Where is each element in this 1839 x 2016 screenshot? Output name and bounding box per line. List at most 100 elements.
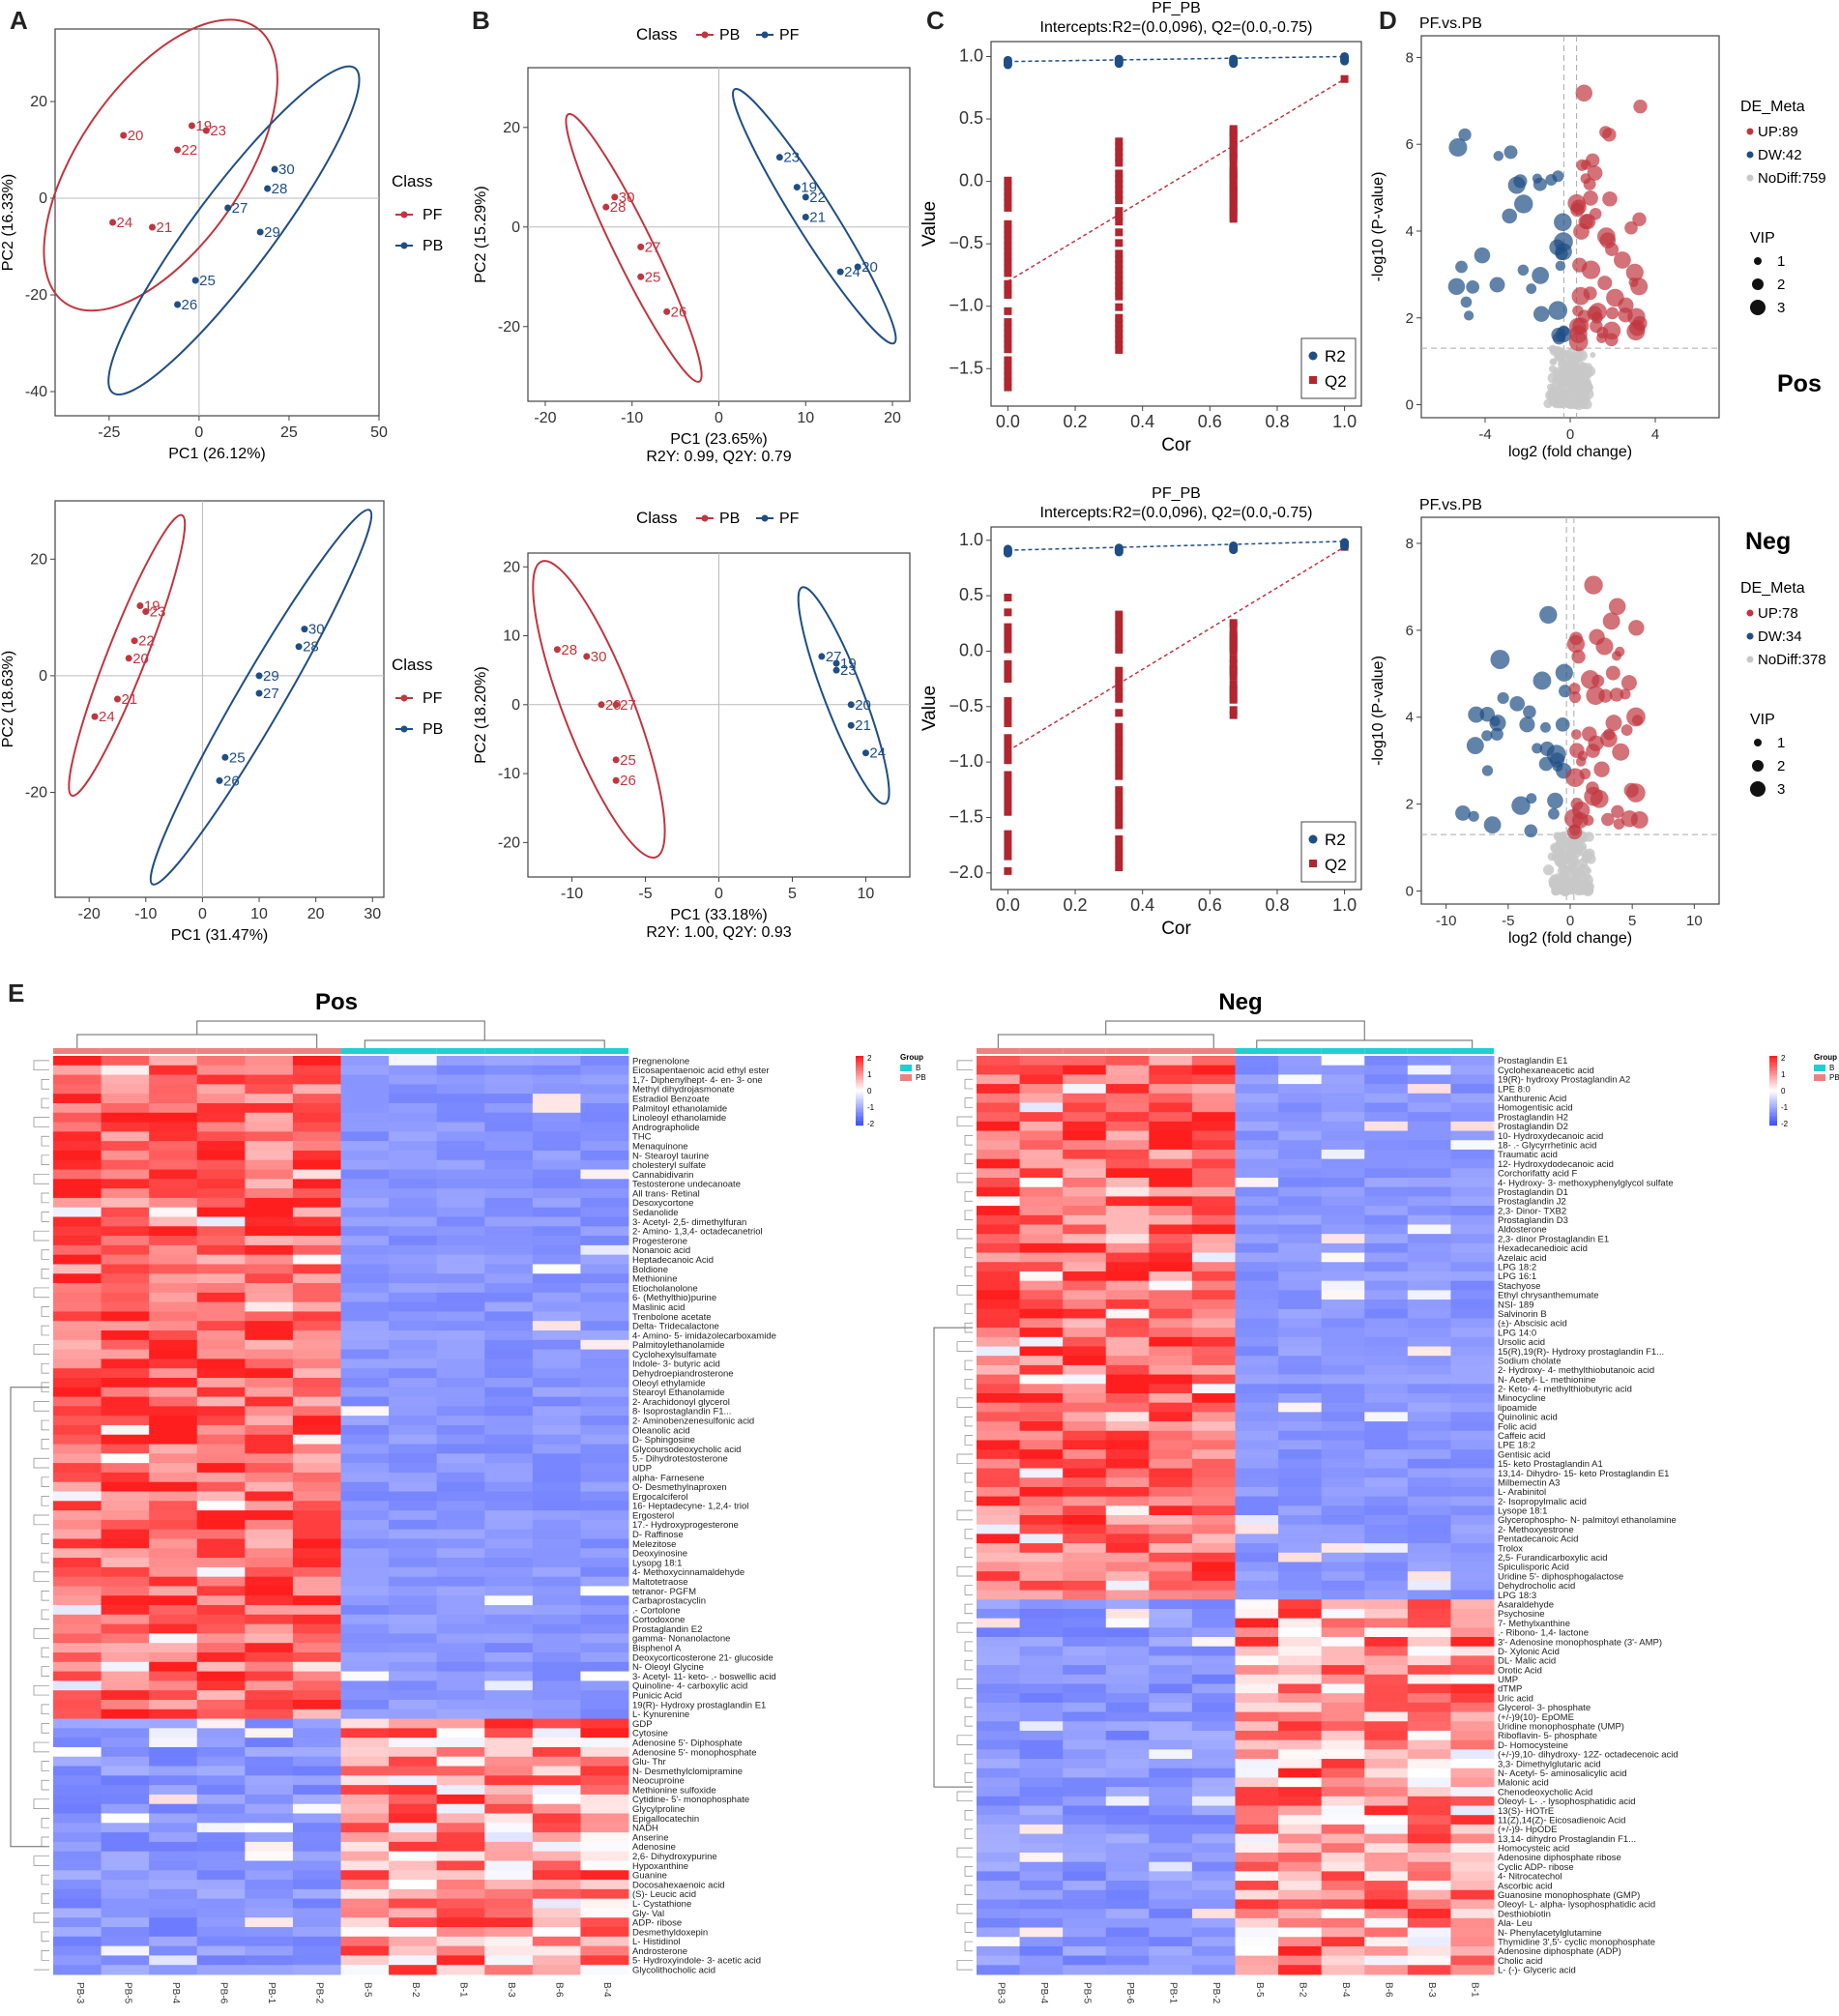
x-tick-label: 0 bbox=[198, 906, 207, 922]
heatmap-cell bbox=[149, 1481, 198, 1493]
heatmap-cell bbox=[1019, 1665, 1064, 1676]
heatmap-cell bbox=[292, 1538, 341, 1549]
heatmap-cell bbox=[292, 1264, 341, 1274]
row-label: Desoxycortone bbox=[632, 1198, 693, 1209]
heatmap-cell bbox=[1450, 1130, 1495, 1141]
heatmap-cell bbox=[484, 1605, 534, 1616]
row-dendrogram bbox=[41, 1761, 49, 1771]
color-key bbox=[856, 1109, 863, 1112]
heatmap-cell bbox=[1149, 1805, 1193, 1816]
row-dendrogram bbox=[956, 1228, 973, 1240]
heatmap-cell bbox=[532, 1785, 581, 1796]
up-point bbox=[1611, 804, 1624, 819]
heatmap-cell bbox=[436, 1169, 485, 1180]
heatmap-cell bbox=[1407, 1768, 1451, 1778]
heatmap-cell bbox=[149, 1898, 198, 1909]
heatmap-cell bbox=[532, 1605, 581, 1616]
row-label: Adenosine diphosphate (ADP) bbox=[1498, 1946, 1621, 1957]
heatmap-cell bbox=[1450, 1843, 1495, 1854]
heatmap-cell bbox=[1450, 1824, 1495, 1835]
up-point bbox=[1625, 263, 1644, 281]
heatmap-cell bbox=[389, 1283, 438, 1294]
nodiff-point bbox=[1576, 354, 1583, 362]
heatmap-cell bbox=[1191, 1665, 1236, 1676]
heatmap-cell bbox=[340, 1785, 390, 1796]
heatmap-cell bbox=[1149, 1843, 1193, 1854]
heatmap-cell bbox=[1149, 1206, 1193, 1216]
heatmap-cell bbox=[1278, 1374, 1323, 1385]
up-point bbox=[1583, 190, 1598, 206]
row-label: LPE 18:2 bbox=[1498, 1441, 1535, 1451]
heatmap-cell bbox=[1407, 1477, 1451, 1488]
group-annotation bbox=[292, 1048, 341, 1054]
heatmap-cell bbox=[532, 1396, 581, 1407]
up-point bbox=[1593, 761, 1610, 777]
x-axis-label: Cor bbox=[1161, 919, 1191, 939]
heatmap-cell bbox=[149, 1264, 198, 1274]
heatmap-cell bbox=[436, 1595, 485, 1606]
heatmap-cell bbox=[1149, 1937, 1193, 1947]
heatmap-cell bbox=[389, 1652, 438, 1663]
heatmap-cell bbox=[977, 1121, 1021, 1132]
heatmap-title: Neg bbox=[1218, 989, 1262, 1015]
row-label: 17.- Hydroxyprogesterone bbox=[632, 1520, 739, 1531]
heatmap-cell bbox=[1364, 1759, 1409, 1769]
heatmap-cell bbox=[101, 1179, 150, 1189]
q2-point bbox=[1229, 711, 1238, 719]
heatmap-cell bbox=[1191, 1130, 1236, 1141]
heatmap-cell bbox=[1105, 1749, 1150, 1760]
heatmap-cell bbox=[340, 1643, 390, 1653]
heatmap-cell bbox=[101, 1102, 150, 1114]
group-annotation bbox=[1364, 1048, 1408, 1054]
heatmap-cell bbox=[1019, 1486, 1064, 1498]
row-dendrogram bbox=[33, 1060, 49, 1071]
heatmap-cell bbox=[1278, 1543, 1323, 1554]
heatmap-cell bbox=[196, 1273, 246, 1284]
heatmap-cell bbox=[1407, 1178, 1451, 1188]
heatmap-cell bbox=[1321, 1768, 1365, 1778]
heatmap-cell bbox=[580, 1965, 629, 1975]
heatmap-cell bbox=[484, 1738, 534, 1748]
heatmap-cell bbox=[245, 1813, 294, 1824]
heatmap-cell bbox=[977, 1608, 1021, 1620]
color-key bbox=[856, 1087, 863, 1090]
heatmap-cell bbox=[53, 1311, 102, 1322]
row-label: 2,3- Dinor- TXB2 bbox=[1498, 1206, 1566, 1216]
group-legend-swatch-pb bbox=[900, 1074, 912, 1081]
down-point bbox=[1559, 685, 1572, 698]
heatmap-cell bbox=[196, 1823, 246, 1833]
row-label: Prostaglandin J2 bbox=[1498, 1197, 1566, 1208]
up-point bbox=[1590, 789, 1609, 808]
heatmap-cell bbox=[1278, 1196, 1323, 1207]
heatmap-cell bbox=[1407, 1421, 1451, 1432]
row-dendrogram bbox=[41, 1950, 49, 1961]
heatmap-cell bbox=[1019, 1524, 1064, 1534]
legend-label: DW:42 bbox=[1758, 147, 1802, 163]
heatmap-cell bbox=[1450, 1683, 1495, 1694]
heatmap-cell bbox=[1235, 1300, 1279, 1310]
heatmap-cell bbox=[1364, 1224, 1409, 1235]
heatmap-cell bbox=[1105, 1899, 1150, 1910]
panel-label-e: E bbox=[8, 979, 25, 1008]
heatmap-cell bbox=[580, 1150, 629, 1161]
r2-point bbox=[1003, 60, 1012, 70]
heatmap-cell bbox=[1149, 1777, 1193, 1788]
row-label: Methyl dihydrojasmonate bbox=[632, 1085, 735, 1096]
heatmap-cell bbox=[532, 1387, 581, 1398]
color-key bbox=[856, 1078, 863, 1081]
heatmap-cell bbox=[1278, 1937, 1323, 1947]
heatmap-cell bbox=[53, 1396, 102, 1407]
heatmap-cell bbox=[292, 1766, 341, 1776]
heatmap-cell bbox=[1235, 1524, 1279, 1534]
heatmap-cell bbox=[1235, 1242, 1279, 1254]
color-key bbox=[856, 1063, 863, 1066]
heatmap-cell bbox=[101, 1406, 150, 1417]
row-label: 3'- Adenosine monophosphate (3'- AMP) bbox=[1498, 1637, 1662, 1648]
heatmap-cell bbox=[1235, 1158, 1279, 1169]
heatmap-cell bbox=[1407, 1637, 1451, 1648]
data-point bbox=[793, 184, 801, 191]
heatmap-cell bbox=[245, 1292, 294, 1303]
heatmap-cell bbox=[245, 1197, 294, 1209]
heatmap-cell bbox=[1019, 1787, 1064, 1797]
heatmap-cell bbox=[389, 1718, 438, 1729]
